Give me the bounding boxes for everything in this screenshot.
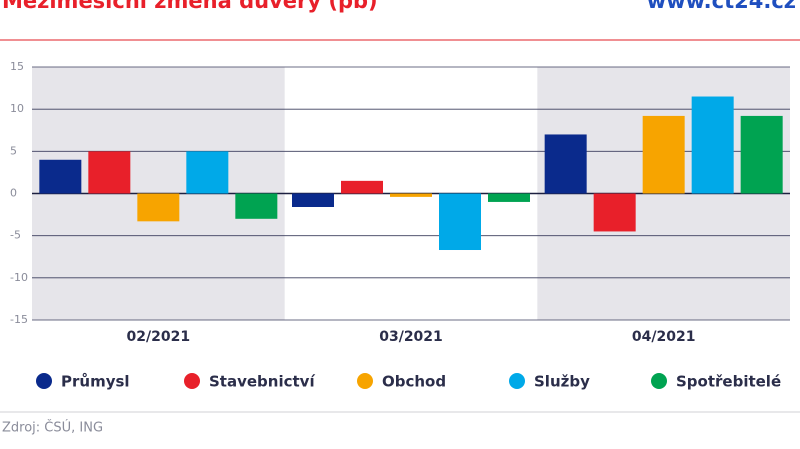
x-tick-label: 02/2021 <box>127 329 191 345</box>
y-tick-label: -10 <box>10 271 28 284</box>
bar <box>137 193 180 222</box>
legend-label: Spotřebitelé <box>676 373 781 391</box>
chart-title: Meziměsíční změna důvěry (pb) <box>2 0 378 13</box>
legend-swatch <box>36 373 52 389</box>
bar <box>740 115 783 194</box>
site-link: www.ct24.cz <box>647 0 796 13</box>
bar <box>186 151 229 194</box>
bar <box>488 193 530 202</box>
bar <box>390 193 432 197</box>
legend-swatch <box>357 373 373 389</box>
bar <box>544 134 587 194</box>
legend-label: Obchod <box>382 373 446 391</box>
y-tick-label: -15 <box>10 313 28 326</box>
y-tick-label: 10 <box>10 102 24 115</box>
source: Zdroj: ČSÚ, ING <box>2 420 103 436</box>
y-tick-label: 5 <box>10 144 17 157</box>
y-tick-label: -5 <box>10 229 21 242</box>
bar <box>88 151 131 194</box>
bar <box>341 180 383 194</box>
bar <box>642 115 685 194</box>
bar <box>292 193 334 207</box>
legend-swatch <box>184 373 200 389</box>
bar <box>439 193 481 251</box>
legend-label: Služby <box>534 373 590 391</box>
x-tick-label: 04/2021 <box>632 329 696 345</box>
bar <box>691 96 734 194</box>
legend-label: Průmysl <box>61 373 130 391</box>
y-tick-label: 15 <box>10 60 24 73</box>
legend-swatch <box>509 373 525 389</box>
bar <box>593 193 636 232</box>
x-tick-label: 03/2021 <box>379 329 443 345</box>
legend-label: Stavebnictví <box>209 373 315 391</box>
bar <box>39 159 82 194</box>
bar <box>235 193 278 219</box>
plot-area: -15 -10 -5 0 5 10 15 02/2021 03/2021 04/2021 <box>10 60 790 345</box>
legend-swatch <box>651 373 667 389</box>
y-tick-label: 0 <box>10 187 17 200</box>
